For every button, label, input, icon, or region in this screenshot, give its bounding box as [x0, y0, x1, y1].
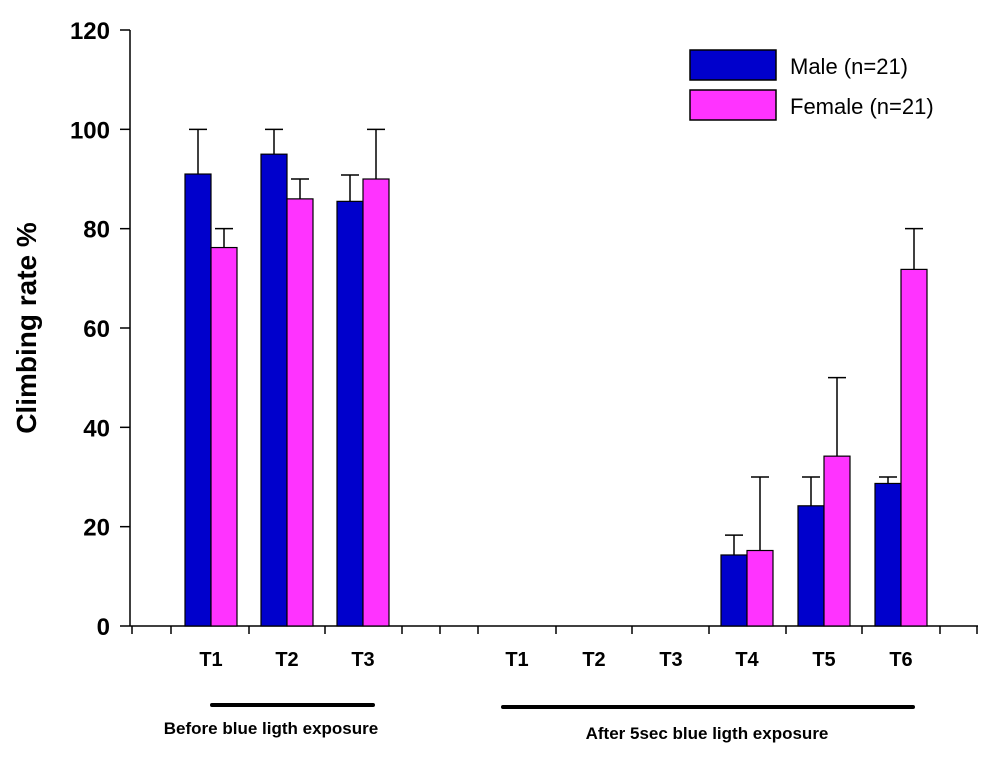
bar-male [874, 482, 902, 627]
x-tick-label: T2 [275, 649, 298, 671]
group-annotations: Before blue ligth exposure After 5sec blu… [164, 703, 915, 743]
bar-male [260, 153, 288, 627]
x-tick-label: T1 [199, 649, 222, 671]
x-tick-label: T3 [351, 649, 374, 671]
bar-male [184, 173, 212, 627]
x-tick-label: T6 [889, 649, 912, 671]
x-tick-label: T3 [659, 649, 682, 671]
legend-label-male: Male (n=21) [790, 54, 908, 79]
bar-female [900, 268, 928, 627]
y-axis-title: Climbing rate % [11, 222, 42, 434]
x-axis: T1 T2 T3 T1 T2 T3 T4 T5 T6 [130, 625, 978, 671]
group-label: After 5sec blue ligth exposure [586, 724, 829, 743]
x-tick-label: T2 [582, 649, 605, 671]
x-tick-label: T4 [735, 649, 759, 671]
y-tick-label: 120 [70, 18, 110, 45]
legend-label-female: Female (n=21) [790, 94, 934, 119]
y-tick-label: 60 [83, 316, 110, 343]
group-label: Before blue ligth exposure [164, 719, 378, 738]
x-tick-label: T1 [505, 649, 528, 671]
y-tick-label: 0 [97, 614, 110, 641]
bar-female [823, 455, 851, 627]
y-tick-label: 20 [83, 515, 110, 542]
bar-female [746, 549, 774, 627]
bar-male [720, 554, 748, 627]
bars [184, 128, 928, 627]
x-tick-label: T5 [812, 649, 835, 671]
y-tick-label: 100 [70, 117, 110, 144]
legend-swatch-male [689, 49, 777, 81]
legend-swatch-female [689, 89, 777, 121]
bar-male [336, 200, 364, 627]
bar-female [210, 246, 238, 627]
legend: Male (n=21) Female (n=21) [689, 49, 934, 121]
y-tick-label: 40 [83, 415, 110, 442]
y-axis: 0 20 40 60 80 100 120 [70, 18, 131, 641]
bar-female [362, 178, 390, 627]
bar-female [286, 198, 314, 627]
bar-male [797, 505, 825, 627]
y-tick-label: 80 [83, 217, 110, 244]
